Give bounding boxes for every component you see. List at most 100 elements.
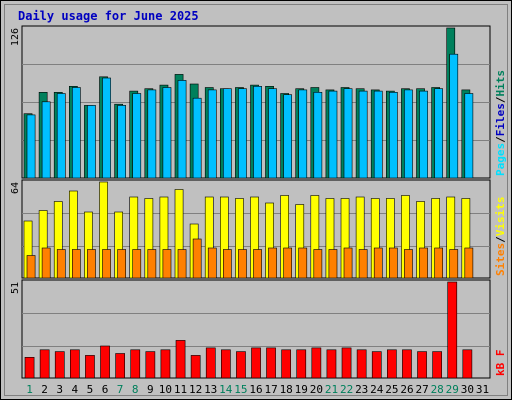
day-label-21: 21	[325, 383, 338, 396]
bar-sites-day-14	[223, 249, 232, 279]
bar-sites-day-5	[87, 249, 96, 279]
bar-sites-day-26	[404, 249, 413, 279]
bar-kbf-day-24	[371, 351, 382, 379]
bar-files-day-28	[434, 88, 444, 179]
day-label-19: 19	[295, 383, 308, 396]
bar-kbf-day-27	[417, 351, 427, 379]
bar-kbf-day-23	[356, 349, 367, 379]
legend-hits: Pages/Files/Hits	[494, 70, 507, 176]
bar-kbf-day-17	[266, 347, 276, 379]
bar-kbf-day-2	[39, 349, 50, 379]
bar-sites-day-16	[253, 249, 262, 279]
bar-sites-day-18	[283, 247, 293, 279]
day-label-3: 3	[56, 383, 63, 396]
bar-files-day-23	[358, 90, 368, 179]
day-label-1: 1	[26, 383, 33, 396]
day-label-4: 4	[71, 383, 78, 396]
bar-files-day-6	[102, 77, 111, 179]
chart-panels: 126 Pages/Files/Hits 64 Sites/Visits 51 kB F	[10, 25, 507, 379]
bar-files-day-2	[41, 101, 51, 179]
bar-kbf-day-1	[24, 356, 35, 379]
bar-files-day-15	[238, 88, 247, 179]
bar-sites-day-13	[207, 247, 217, 279]
bar-files-day-25	[388, 92, 398, 179]
legend-entry-hits-3: /	[494, 96, 507, 103]
legend-entry-hits-1: /	[494, 136, 507, 143]
day-label-14: 14	[219, 383, 233, 396]
bar-kbf-day-15	[236, 351, 246, 379]
bar-kbf-day-16	[251, 347, 261, 379]
panel-kbf: 51 kB F	[10, 279, 507, 379]
bar-files-day-3	[56, 93, 66, 179]
max-label-kbf: 51	[10, 282, 21, 294]
day-label-28: 28	[431, 383, 444, 396]
bar-sites-day-23	[358, 249, 368, 279]
bar-sites-day-28	[434, 247, 444, 279]
legend-visits: Sites/Visits	[494, 197, 507, 277]
bar-sites-day-15	[238, 249, 247, 279]
bar-files-day-4	[72, 87, 81, 179]
panel-visits: 64 Sites/Visits	[10, 179, 507, 279]
bar-sites-day-1	[26, 255, 36, 279]
bar-sites-day-21	[328, 249, 338, 279]
day-label-27: 27	[415, 383, 428, 396]
bar-files-day-21	[328, 90, 338, 179]
day-label-30: 30	[461, 383, 474, 396]
bar-kbf-day-30	[462, 349, 473, 379]
bar-sites-day-27	[419, 247, 428, 279]
bar-files-day-16	[253, 86, 262, 179]
bar-files-day-29	[449, 53, 459, 179]
legend-entry-hits-4: Hits	[494, 70, 507, 97]
legend-entry-hits-0: Pages	[494, 143, 507, 176]
bar-kbf-day-19	[296, 349, 307, 379]
bar-sites-day-17	[268, 247, 277, 279]
bar-sites-day-4	[72, 249, 81, 279]
max-label-visits: 64	[10, 182, 21, 194]
day-label-12: 12	[189, 383, 202, 396]
bar-sites-day-12	[192, 238, 202, 279]
bar-sites-day-11	[177, 249, 187, 279]
bar-kbf-day-5	[85, 355, 95, 379]
bar-kbf-day-18	[281, 349, 292, 379]
chart-title: Daily usage for June 2025	[18, 9, 199, 23]
bar-sites-day-25	[388, 247, 398, 279]
bar-kbf-day-4	[70, 349, 80, 379]
legend-kbf: kB F	[494, 350, 507, 377]
bar-files-day-30	[464, 93, 474, 179]
panel-hits: 126 Pages/Files/Hits	[10, 25, 507, 179]
bar-files-day-12	[192, 97, 202, 179]
day-label-26: 26	[400, 383, 413, 396]
day-label-10: 10	[159, 383, 172, 396]
plot-area-kbf	[21, 279, 491, 379]
bar-sites-day-19	[298, 247, 308, 279]
day-label-16: 16	[249, 383, 262, 396]
bar-kbf-day-11	[175, 340, 186, 379]
day-label-31: 31	[476, 383, 489, 396]
bar-files-day-18	[283, 94, 293, 179]
bar-files-day-17	[268, 88, 277, 179]
day-label-25: 25	[385, 383, 398, 396]
bar-kbf-day-6	[100, 345, 110, 379]
bar-files-day-14	[223, 88, 232, 179]
bar-files-day-26	[404, 89, 413, 179]
bar-sites-day-24	[373, 247, 383, 279]
bar-kbf-day-22	[341, 347, 352, 379]
bar-files-day-7	[117, 105, 126, 179]
legend-entry-visits-2: Visits	[494, 197, 507, 237]
bar-kbf-day-29	[447, 281, 458, 379]
day-label-9: 9	[147, 383, 154, 396]
day-label-11: 11	[174, 383, 187, 396]
day-label-15: 15	[234, 383, 247, 396]
bar-files-day-20	[313, 92, 323, 179]
bar-sites-day-2	[41, 247, 51, 279]
bar-files-day-8	[132, 93, 142, 179]
bar-sites-day-9	[147, 249, 157, 279]
max-label-hits: 126	[10, 28, 21, 46]
day-label-23: 23	[355, 383, 368, 396]
bar-kbf-day-28	[432, 351, 443, 379]
frame-inner	[4, 4, 508, 396]
bar-files-day-1	[26, 114, 36, 179]
bar-sites-day-22	[343, 247, 353, 279]
bar-sites-day-7	[117, 249, 126, 279]
bar-sites-day-10	[162, 249, 172, 279]
